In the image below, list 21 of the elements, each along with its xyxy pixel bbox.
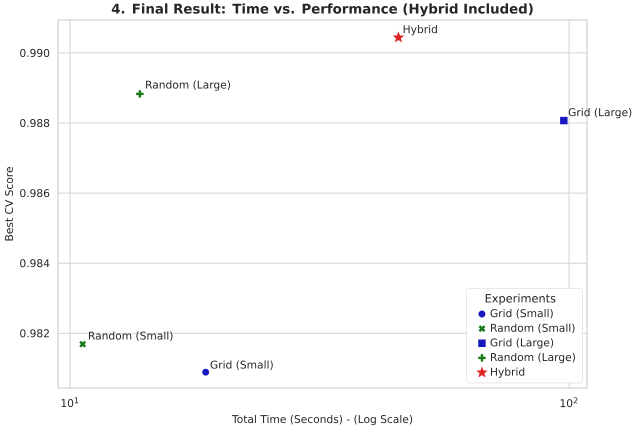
y-tick-label: 0.990 xyxy=(20,48,50,57)
legend-label: Grid (Small) xyxy=(490,308,553,318)
text: Hybrid xyxy=(404,25,437,36)
legend-title: Experiments xyxy=(486,294,556,305)
text: Grid (Small) xyxy=(210,360,273,370)
legend-label: Random (Small) xyxy=(491,324,575,334)
text: Random (Small) xyxy=(88,331,173,341)
legend-label: Random (Large) xyxy=(491,352,575,364)
text: Grid (Large) xyxy=(568,108,632,118)
x-tick-label: 10$^{2}$ xyxy=(560,397,578,408)
y-tick-label: 0.986 xyxy=(20,189,50,198)
legend-label: Hybrid xyxy=(491,368,524,378)
y-tick-label: 0.984 xyxy=(20,259,50,268)
legend-label: Grid (Large) xyxy=(490,338,554,349)
text: Random (Large) xyxy=(146,80,230,91)
y-tick-label: 0.988 xyxy=(20,118,50,128)
x-axis-title: Total Time (Seconds) - (Log Scale) xyxy=(232,414,412,426)
y-tick-label: 0.982 xyxy=(20,329,49,338)
y-axis-title: Best CV Score xyxy=(4,167,14,240)
x-tick-label: 10$^{1}$ xyxy=(62,397,78,408)
chart-title: 4. Final Result: Time vs. Performance (Hybrid Included) xyxy=(112,3,533,16)
